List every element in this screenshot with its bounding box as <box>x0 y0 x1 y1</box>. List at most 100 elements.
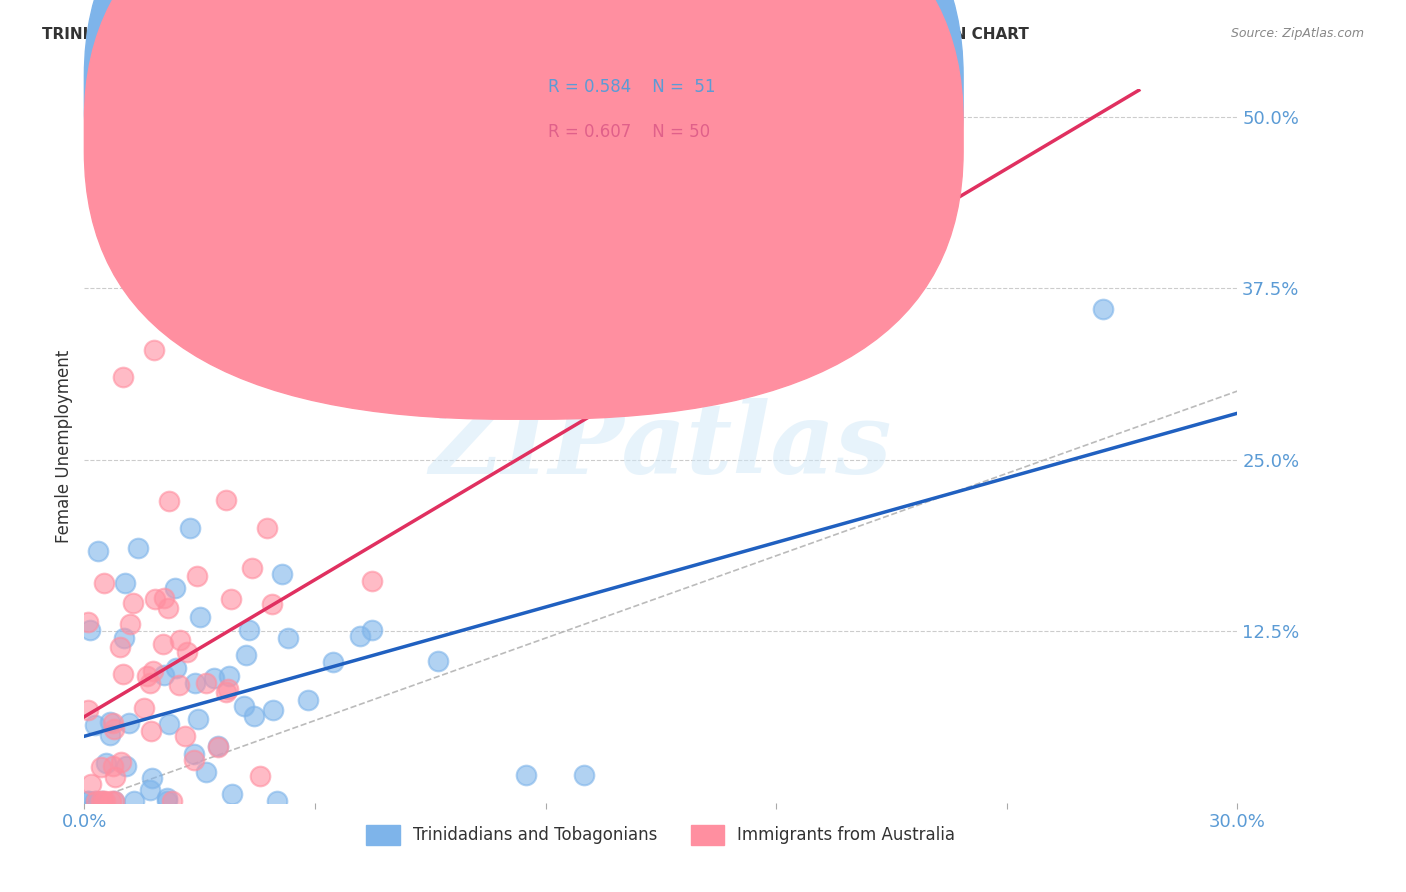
Trinidadians and Tobagonians <box>156 790 179 805</box>
Trinidadians and Tobagonians <box>232 699 254 714</box>
Trinidadians and Tobagonians <box>84 718 107 732</box>
Trinidadians and Tobagonians <box>94 756 117 770</box>
Trinidadians and Tobagonians <box>221 787 243 801</box>
Trinidadians and Tobagonians <box>79 624 101 638</box>
Trinidadians and Tobagonians <box>153 667 176 681</box>
Immigrants from Australia <box>104 770 127 784</box>
Immigrants from Australia <box>108 640 131 655</box>
Immigrants from Australia <box>94 794 117 808</box>
Immigrants from Australia <box>100 794 122 808</box>
Trinidadians and Tobagonians <box>235 648 257 663</box>
Immigrants from Australia <box>90 759 112 773</box>
Trinidadians and Tobagonians <box>163 581 186 595</box>
Trinidadians and Tobagonians <box>84 794 107 808</box>
Trinidadians and Tobagonians <box>1091 301 1114 316</box>
Trinidadians and Tobagonians <box>127 541 149 555</box>
Immigrants from Australia <box>249 769 271 783</box>
Immigrants from Australia <box>183 753 205 767</box>
Trinidadians and Tobagonians <box>183 747 205 761</box>
Immigrants from Australia <box>84 794 107 808</box>
Immigrants from Australia <box>152 637 174 651</box>
Trinidadians and Tobagonians <box>277 631 299 645</box>
Immigrants from Australia <box>157 494 180 508</box>
Text: R = 0.607    N = 50: R = 0.607 N = 50 <box>548 123 710 141</box>
Trinidadians and Tobagonians <box>118 716 141 731</box>
Immigrants from Australia <box>152 591 174 606</box>
Trinidadians and Tobagonians <box>572 768 595 782</box>
Immigrants from Australia <box>207 739 229 754</box>
Text: ZIPatlas: ZIPatlas <box>430 398 891 494</box>
Text: R = 0.584    N =  51: R = 0.584 N = 51 <box>548 78 716 96</box>
Text: Source: ZipAtlas.com: Source: ZipAtlas.com <box>1230 27 1364 40</box>
Immigrants from Australia <box>101 759 124 773</box>
Trinidadians and Tobagonians <box>218 668 240 682</box>
Trinidadians and Tobagonians <box>139 783 162 797</box>
Immigrants from Australia <box>120 617 142 632</box>
Immigrants from Australia <box>91 794 114 808</box>
Trinidadians and Tobagonians <box>124 794 146 808</box>
Immigrants from Australia <box>132 701 155 715</box>
Immigrants from Australia <box>139 724 162 739</box>
Trinidadians and Tobagonians <box>156 794 179 808</box>
Immigrants from Australia <box>101 716 124 731</box>
Trinidadians and Tobagonians <box>297 693 319 707</box>
Immigrants from Australia <box>77 703 100 717</box>
Immigrants from Australia <box>219 591 242 606</box>
Immigrants from Australia <box>174 729 197 743</box>
Trinidadians and Tobagonians <box>187 712 209 726</box>
Immigrants from Australia <box>77 615 100 629</box>
Trinidadians and Tobagonians <box>112 632 135 646</box>
Trinidadians and Tobagonians <box>114 576 136 591</box>
Immigrants from Australia <box>217 682 239 697</box>
Trinidadians and Tobagonians <box>243 708 266 723</box>
Trinidadians and Tobagonians <box>515 768 537 782</box>
Trinidadians and Tobagonians <box>77 794 100 808</box>
Immigrants from Australia <box>195 675 218 690</box>
Trinidadians and Tobagonians <box>114 758 136 772</box>
Trinidadians and Tobagonians <box>270 566 292 581</box>
Immigrants from Australia <box>169 632 191 647</box>
Trinidadians and Tobagonians <box>202 671 225 685</box>
Immigrants from Australia <box>260 597 283 611</box>
Trinidadians and Tobagonians <box>98 715 121 730</box>
Trinidadians and Tobagonians <box>188 610 211 624</box>
Trinidadians and Tobagonians <box>262 703 284 717</box>
Trinidadians and Tobagonians <box>361 623 384 637</box>
Immigrants from Australia <box>142 664 165 678</box>
Y-axis label: Female Unemployment: Female Unemployment <box>55 350 73 542</box>
Trinidadians and Tobagonians <box>98 728 121 742</box>
Trinidadians and Tobagonians <box>266 794 288 808</box>
Immigrants from Australia <box>256 521 278 535</box>
Immigrants from Australia <box>111 370 134 384</box>
Immigrants from Australia <box>157 601 180 615</box>
Trinidadians and Tobagonians <box>426 654 449 668</box>
Immigrants from Australia <box>138 676 160 690</box>
Trinidadians and Tobagonians <box>349 628 371 642</box>
Immigrants from Australia <box>186 568 208 582</box>
Immigrants from Australia <box>111 667 134 681</box>
Trinidadians and Tobagonians <box>103 794 125 808</box>
Immigrants from Australia <box>103 794 125 808</box>
Immigrants from Australia <box>143 592 166 607</box>
Trinidadians and Tobagonians <box>207 739 229 753</box>
Immigrants from Australia <box>93 576 115 591</box>
Immigrants from Australia <box>360 574 382 589</box>
Trinidadians and Tobagonians <box>157 717 180 731</box>
Immigrants from Australia <box>80 777 103 791</box>
Trinidadians and Tobagonians <box>179 521 201 535</box>
Immigrants from Australia <box>215 492 238 507</box>
Immigrants from Australia <box>167 678 190 692</box>
Trinidadians and Tobagonians <box>194 765 217 780</box>
Trinidadians and Tobagonians <box>322 655 344 669</box>
Immigrants from Australia <box>215 684 238 698</box>
Immigrants from Australia <box>103 722 125 736</box>
Legend: Trinidadians and Tobagonians, Immigrants from Australia: Trinidadians and Tobagonians, Immigrants… <box>360 818 962 852</box>
Trinidadians and Tobagonians <box>165 660 187 674</box>
Immigrants from Australia <box>160 794 183 808</box>
Immigrants from Australia <box>136 669 159 683</box>
Trinidadians and Tobagonians <box>77 794 100 808</box>
Immigrants from Australia <box>121 596 143 610</box>
Text: TRINIDADIAN AND TOBAGONIAN VS IMMIGRANTS FROM AUSTRALIA FEMALE UNEMPLOYMENT CORR: TRINIDADIAN AND TOBAGONIAN VS IMMIGRANTS… <box>42 27 1029 42</box>
Immigrants from Australia <box>176 645 198 659</box>
Trinidadians and Tobagonians <box>141 771 163 785</box>
